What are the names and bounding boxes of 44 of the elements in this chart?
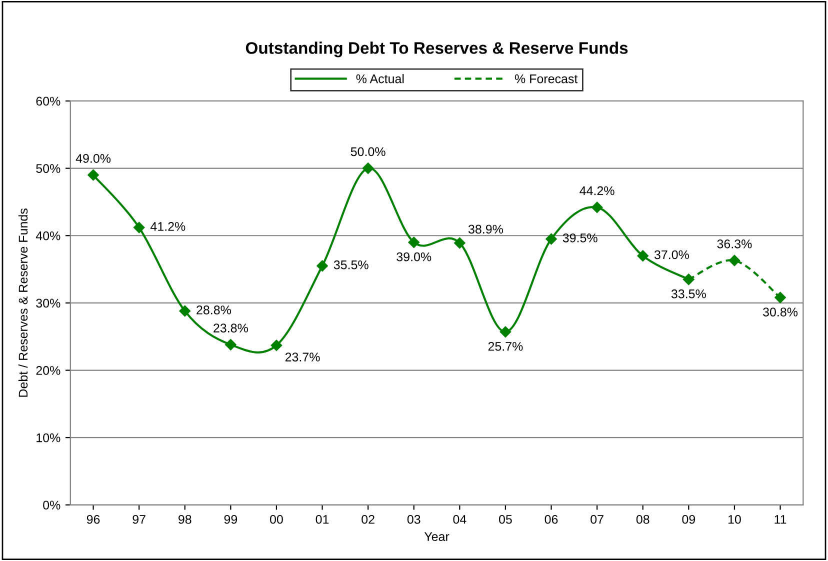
data-label: 36.3%: [717, 239, 752, 248]
data-label: 23.8%: [214, 324, 248, 332]
x-tick-label: 05: [499, 514, 512, 524]
y-tick-label: 60%: [36, 96, 60, 106]
x-tick-label: 10: [728, 514, 741, 524]
data-label: 44.2%: [580, 186, 614, 196]
x-tick-label: 07: [590, 514, 604, 524]
x-tick-label: 03: [407, 514, 420, 524]
x-tick-label: 00: [270, 514, 283, 524]
data-label: 39.0%: [396, 252, 432, 262]
x-tick-label: 04: [453, 514, 466, 524]
data-label: 37.0%: [654, 250, 689, 260]
x-tick-label: 11: [774, 515, 786, 524]
chart-title: Outstanding Debt To Reserves & Reserve Funds: [246, 42, 628, 58]
data-label: 28.8%: [196, 306, 231, 314]
y-tick-label: 50%: [36, 164, 60, 173]
y-axis-title: Debt / Reserves & Reserve Funds: [18, 208, 28, 397]
x-tick-label: 09: [682, 514, 696, 524]
x-tick-label: 08: [636, 514, 650, 524]
data-label: 33.5%: [671, 289, 706, 298]
y-tick-label: 30%: [36, 298, 60, 308]
data-label: 41.2%: [150, 222, 186, 231]
data-label: 49.0%: [76, 154, 111, 163]
data-label: 38.9%: [468, 224, 503, 234]
data-label: 35.5%: [334, 260, 368, 270]
x-tick-label: 01: [316, 514, 329, 524]
x-tick-label: 97: [132, 514, 146, 524]
data-label: 25.7%: [488, 342, 523, 351]
y-tick-label: 0%: [43, 500, 60, 510]
x-tick-label: 02: [362, 514, 374, 524]
x-tick-label: 06: [544, 514, 558, 524]
x-tick-label: 98: [178, 514, 192, 524]
data-label: 39.5%: [562, 233, 598, 242]
legend-label: % Actual: [356, 74, 404, 84]
legend-label: % Forecast: [514, 74, 578, 84]
y-tick-label: 20%: [36, 366, 60, 375]
y-tick-label: 40%: [36, 231, 60, 240]
y-tick-label: 10%: [36, 433, 60, 442]
data-label: 50.0%: [350, 147, 386, 156]
x-axis-title: Year: [424, 532, 450, 542]
x-tick-label: 96: [86, 514, 100, 524]
data-label: 30.8%: [763, 308, 798, 316]
data-label: 23.7%: [285, 352, 320, 362]
x-tick-label: 99: [224, 514, 238, 524]
